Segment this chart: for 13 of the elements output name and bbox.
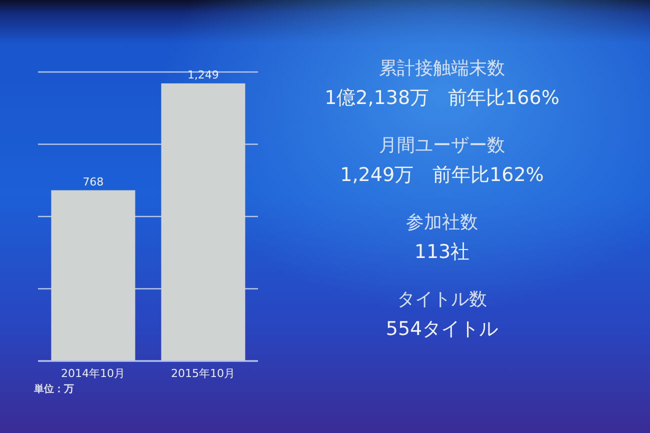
x-tick-label: 2015年10月: [171, 366, 235, 380]
text: 単位：万: [34, 382, 74, 396]
text: 累計接触端末数: [378, 58, 506, 80]
text: 1,249万 前年比162%: [339, 164, 545, 186]
x-tick-label: 2014年10月: [61, 366, 125, 380]
data-label: 768: [82, 175, 104, 188]
text: 月間ユーザー数: [378, 135, 506, 157]
text: タイトル数: [396, 289, 488, 311]
text: 1億2,138万 前年比166%: [324, 87, 560, 109]
text: 554タイトル: [384, 318, 500, 340]
text: 113社: [413, 241, 471, 263]
data-label: 1,249: [187, 68, 219, 82]
text: 参加社数: [405, 212, 479, 234]
